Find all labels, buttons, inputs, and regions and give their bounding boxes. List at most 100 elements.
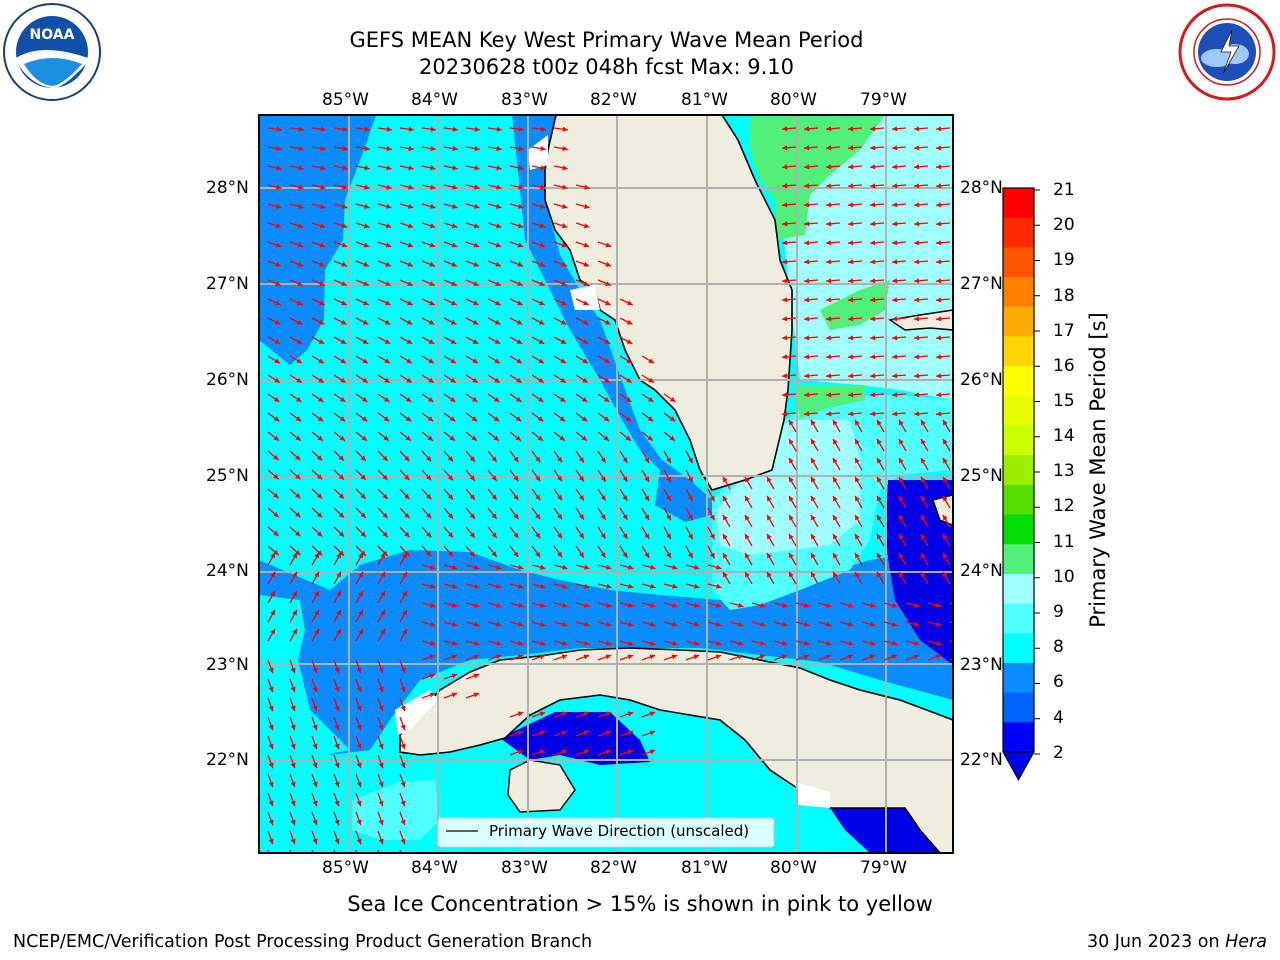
wave-arrow-head (709, 533, 715, 540)
wave-arrow-head (297, 300, 303, 306)
wave-arrow-head (578, 552, 584, 558)
wave-arrow-head (583, 749, 590, 755)
wave-arrow-head (782, 221, 788, 227)
wave-arrow-head (600, 552, 606, 558)
wave-arrow-head (452, 165, 458, 171)
wave-arrow-head (430, 583, 436, 589)
wave-arrow-head (378, 667, 384, 674)
wave-arrow-head (936, 240, 942, 246)
wave-arrow-head (429, 261, 435, 267)
wave-arrow-head (826, 392, 832, 398)
wave-arrow-head (870, 602, 876, 608)
wave-arrow-head (513, 513, 519, 520)
wave-arrow-head (848, 411, 854, 417)
wave-arrow-head (334, 667, 340, 674)
wave-arrow-head (378, 743, 384, 750)
wave-arrow-head (650, 640, 656, 646)
wave-arrow-head (401, 858, 406, 864)
wave-arrow-head (517, 730, 524, 736)
wave-arrow-head (495, 654, 502, 660)
wave-arrow-head (921, 438, 926, 445)
wave-arrow-head (518, 564, 524, 570)
wave-arrow-head (892, 373, 898, 379)
wave-arrow-head (268, 705, 274, 712)
wave-arrow-head (378, 838, 384, 845)
wave-arrow-head (318, 319, 325, 325)
wave-arrow-head (334, 819, 340, 826)
wave-arrow-head (474, 583, 480, 589)
wave-arrow-head (914, 335, 920, 341)
wave-arrow-head (494, 319, 501, 325)
wave-arrow-head (537, 416, 544, 422)
wave-arrow-head (606, 640, 612, 646)
wave-arrow-head (811, 552, 816, 559)
wave-arrow-head (789, 552, 794, 559)
wave-arrow-head (804, 640, 810, 646)
wave-arrow-head (936, 221, 942, 227)
wave-arrow-head (914, 373, 920, 379)
wave-arrow-head (811, 514, 816, 521)
wave-arrow-head (540, 146, 546, 152)
wave-arrow-head (314, 590, 319, 597)
wave-arrow-head (518, 165, 524, 171)
wave-arrow-head (426, 494, 432, 500)
wave-arrow-head (605, 261, 611, 267)
wave-arrow-head (626, 358, 632, 364)
wave-arrow-head (716, 583, 722, 589)
wave-arrow-head (644, 476, 650, 482)
wave-arrow-head (855, 476, 860, 483)
wave-arrow-head (356, 838, 362, 845)
wave-arrow-head (535, 532, 541, 539)
wave-arrow-head (312, 800, 318, 807)
wave-arrow-head (899, 552, 904, 559)
wave-arrow-head (408, 165, 414, 171)
wave-arrow-head (450, 339, 457, 344)
lat-label-left: 22°N (206, 750, 249, 770)
wave-arrow-head (312, 781, 318, 788)
wave-arrow-head (363, 281, 369, 286)
wave-arrow-head (605, 730, 612, 736)
wave-arrow-head (649, 654, 656, 660)
wave-arrow-head (943, 533, 948, 540)
wave-arrow-head (452, 640, 458, 646)
wave-arrow-head (666, 457, 671, 464)
colorbar-extend-triangle (1002, 751, 1035, 782)
wave-arrow-head (452, 203, 458, 209)
colorbar-tick: 15 (1053, 391, 1075, 411)
wave-arrow-head (400, 819, 406, 826)
wave-arrow-head (290, 667, 296, 674)
wave-arrow-head (491, 494, 497, 500)
wave-arrow-head (892, 240, 898, 246)
wave-arrow-head (273, 397, 280, 402)
wave-arrow-head (848, 354, 854, 360)
wave-arrow-head (382, 474, 388, 481)
wave-arrow-head (694, 602, 700, 608)
wave-arrow-head (518, 126, 524, 132)
wave-arrow-head (538, 377, 544, 383)
wave-arrow-head (292, 590, 297, 597)
wave-arrow-head (383, 435, 389, 441)
wave-arrow-head (559, 435, 565, 441)
wave-arrow-head (290, 762, 296, 769)
wave-arrow-head (561, 730, 568, 736)
wave-arrow-head (319, 223, 326, 229)
wave-arrow-head (584, 564, 590, 570)
wave-arrow-head (804, 164, 810, 170)
wave-arrow-head (513, 551, 519, 558)
wave-arrow-head (914, 202, 920, 208)
wave-arrow-head (449, 416, 456, 422)
wave-arrow-head (386, 146, 392, 152)
wave-arrow-head (913, 654, 920, 660)
wave-arrow-head (936, 392, 942, 398)
wave-arrow-head (650, 621, 656, 627)
wave-arrow-head (627, 749, 634, 755)
wave-arrow-head (936, 335, 942, 341)
wave-arrow-head (561, 300, 567, 306)
wave-arrow-head (560, 339, 567, 344)
wave-arrow-head (561, 223, 568, 229)
wave-arrow-head (723, 552, 728, 559)
wave-arrow-head (313, 858, 318, 864)
sea-ice-note: Sea Ice Concentration > 15% is shown in … (347, 892, 933, 916)
wave-arrow-head (723, 514, 728, 521)
wave-arrow-head (848, 145, 854, 151)
